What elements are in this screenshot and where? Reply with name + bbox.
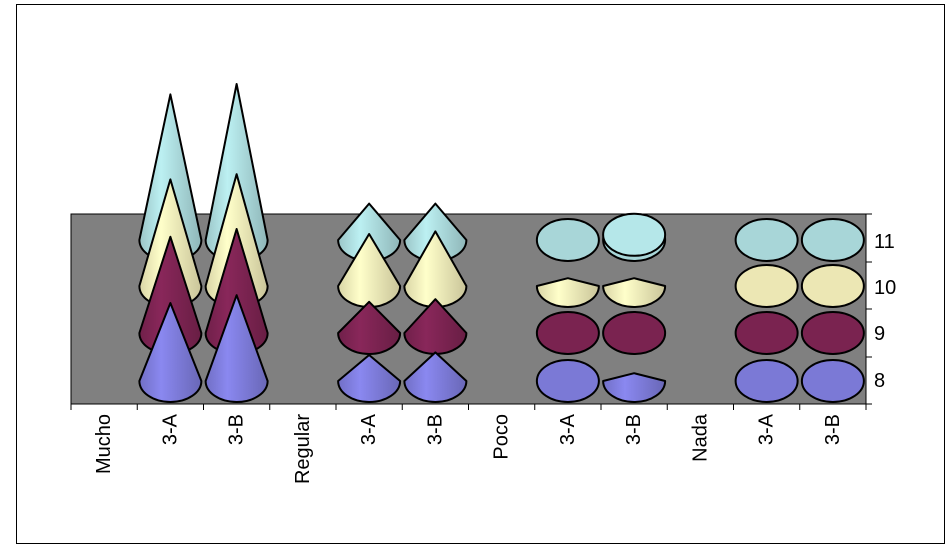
cone-10-8: [602, 277, 667, 308]
category-label: 3-A: [557, 413, 579, 445]
category-label: Regular: [292, 414, 314, 484]
cone-11-8: [602, 212, 667, 262]
series-axis-label: 10: [874, 277, 896, 299]
category-label: 3-B: [822, 414, 844, 445]
cone-body: [535, 277, 600, 308]
category-label: Poco: [491, 414, 513, 460]
cone-9-7: [535, 311, 600, 355]
cone-8-2: [204, 294, 269, 403]
series-axis-label: 9: [874, 323, 885, 345]
category-label: 3-B: [226, 414, 248, 445]
cone-9-10: [734, 311, 799, 355]
cone-body: [602, 372, 667, 403]
cone-body: [337, 354, 402, 403]
cone-10-10: [734, 264, 799, 308]
cone-base: [800, 264, 865, 308]
cone-8-7: [535, 359, 600, 403]
series-axis-label: 8: [874, 370, 885, 392]
cone-base: [800, 218, 865, 262]
category-label: Nada: [689, 413, 711, 462]
cone-base: [602, 311, 667, 355]
cone-8-1: [138, 302, 203, 403]
category-label: 3-A: [159, 413, 181, 445]
plot-wall: [70, 213, 867, 405]
cone-base: [535, 218, 600, 262]
cone-10-7: [535, 277, 600, 308]
cone-9-5: [403, 298, 468, 355]
cone-body: [403, 351, 468, 403]
cone-8-8: [602, 372, 667, 403]
cone-11-10: [734, 218, 799, 262]
cone-8-11: [800, 359, 865, 403]
cone-8-5: [403, 351, 468, 403]
cone-base: [734, 311, 799, 355]
category-label: Mucho: [93, 414, 115, 474]
cone-body: [337, 300, 402, 355]
cone-9-4: [337, 300, 402, 355]
cone-11-11: [800, 218, 865, 262]
cone-8-4: [337, 354, 402, 403]
category-label: 3-B: [623, 414, 645, 445]
cone-9-8: [602, 311, 667, 355]
cone-base: [800, 311, 865, 355]
chart: 11 10 9 8 Mucho 3-A 3-B Regular 3-A 3-B Poco 3-A 3-B…: [70, 83, 896, 484]
cone-base: [535, 359, 600, 403]
cone-body: [602, 277, 667, 308]
cone-base: [734, 218, 799, 262]
category-label: 3-A: [756, 413, 778, 445]
cone-body: [204, 294, 269, 403]
series-axis-label: 11: [874, 231, 895, 253]
cone-base: [734, 359, 799, 403]
cone-11-7: [535, 218, 600, 262]
cone-base: [800, 359, 865, 403]
cone-body: [138, 302, 203, 403]
cone-8-10: [734, 359, 799, 403]
cone-10-11: [800, 264, 865, 308]
cone-base: [535, 311, 600, 355]
cone-base: [734, 264, 799, 308]
cone-top: [602, 212, 667, 257]
cone-9-11: [800, 311, 865, 355]
cone-body: [403, 298, 468, 355]
category-label: 3-A: [358, 413, 380, 445]
category-label: 3-B: [424, 414, 446, 445]
